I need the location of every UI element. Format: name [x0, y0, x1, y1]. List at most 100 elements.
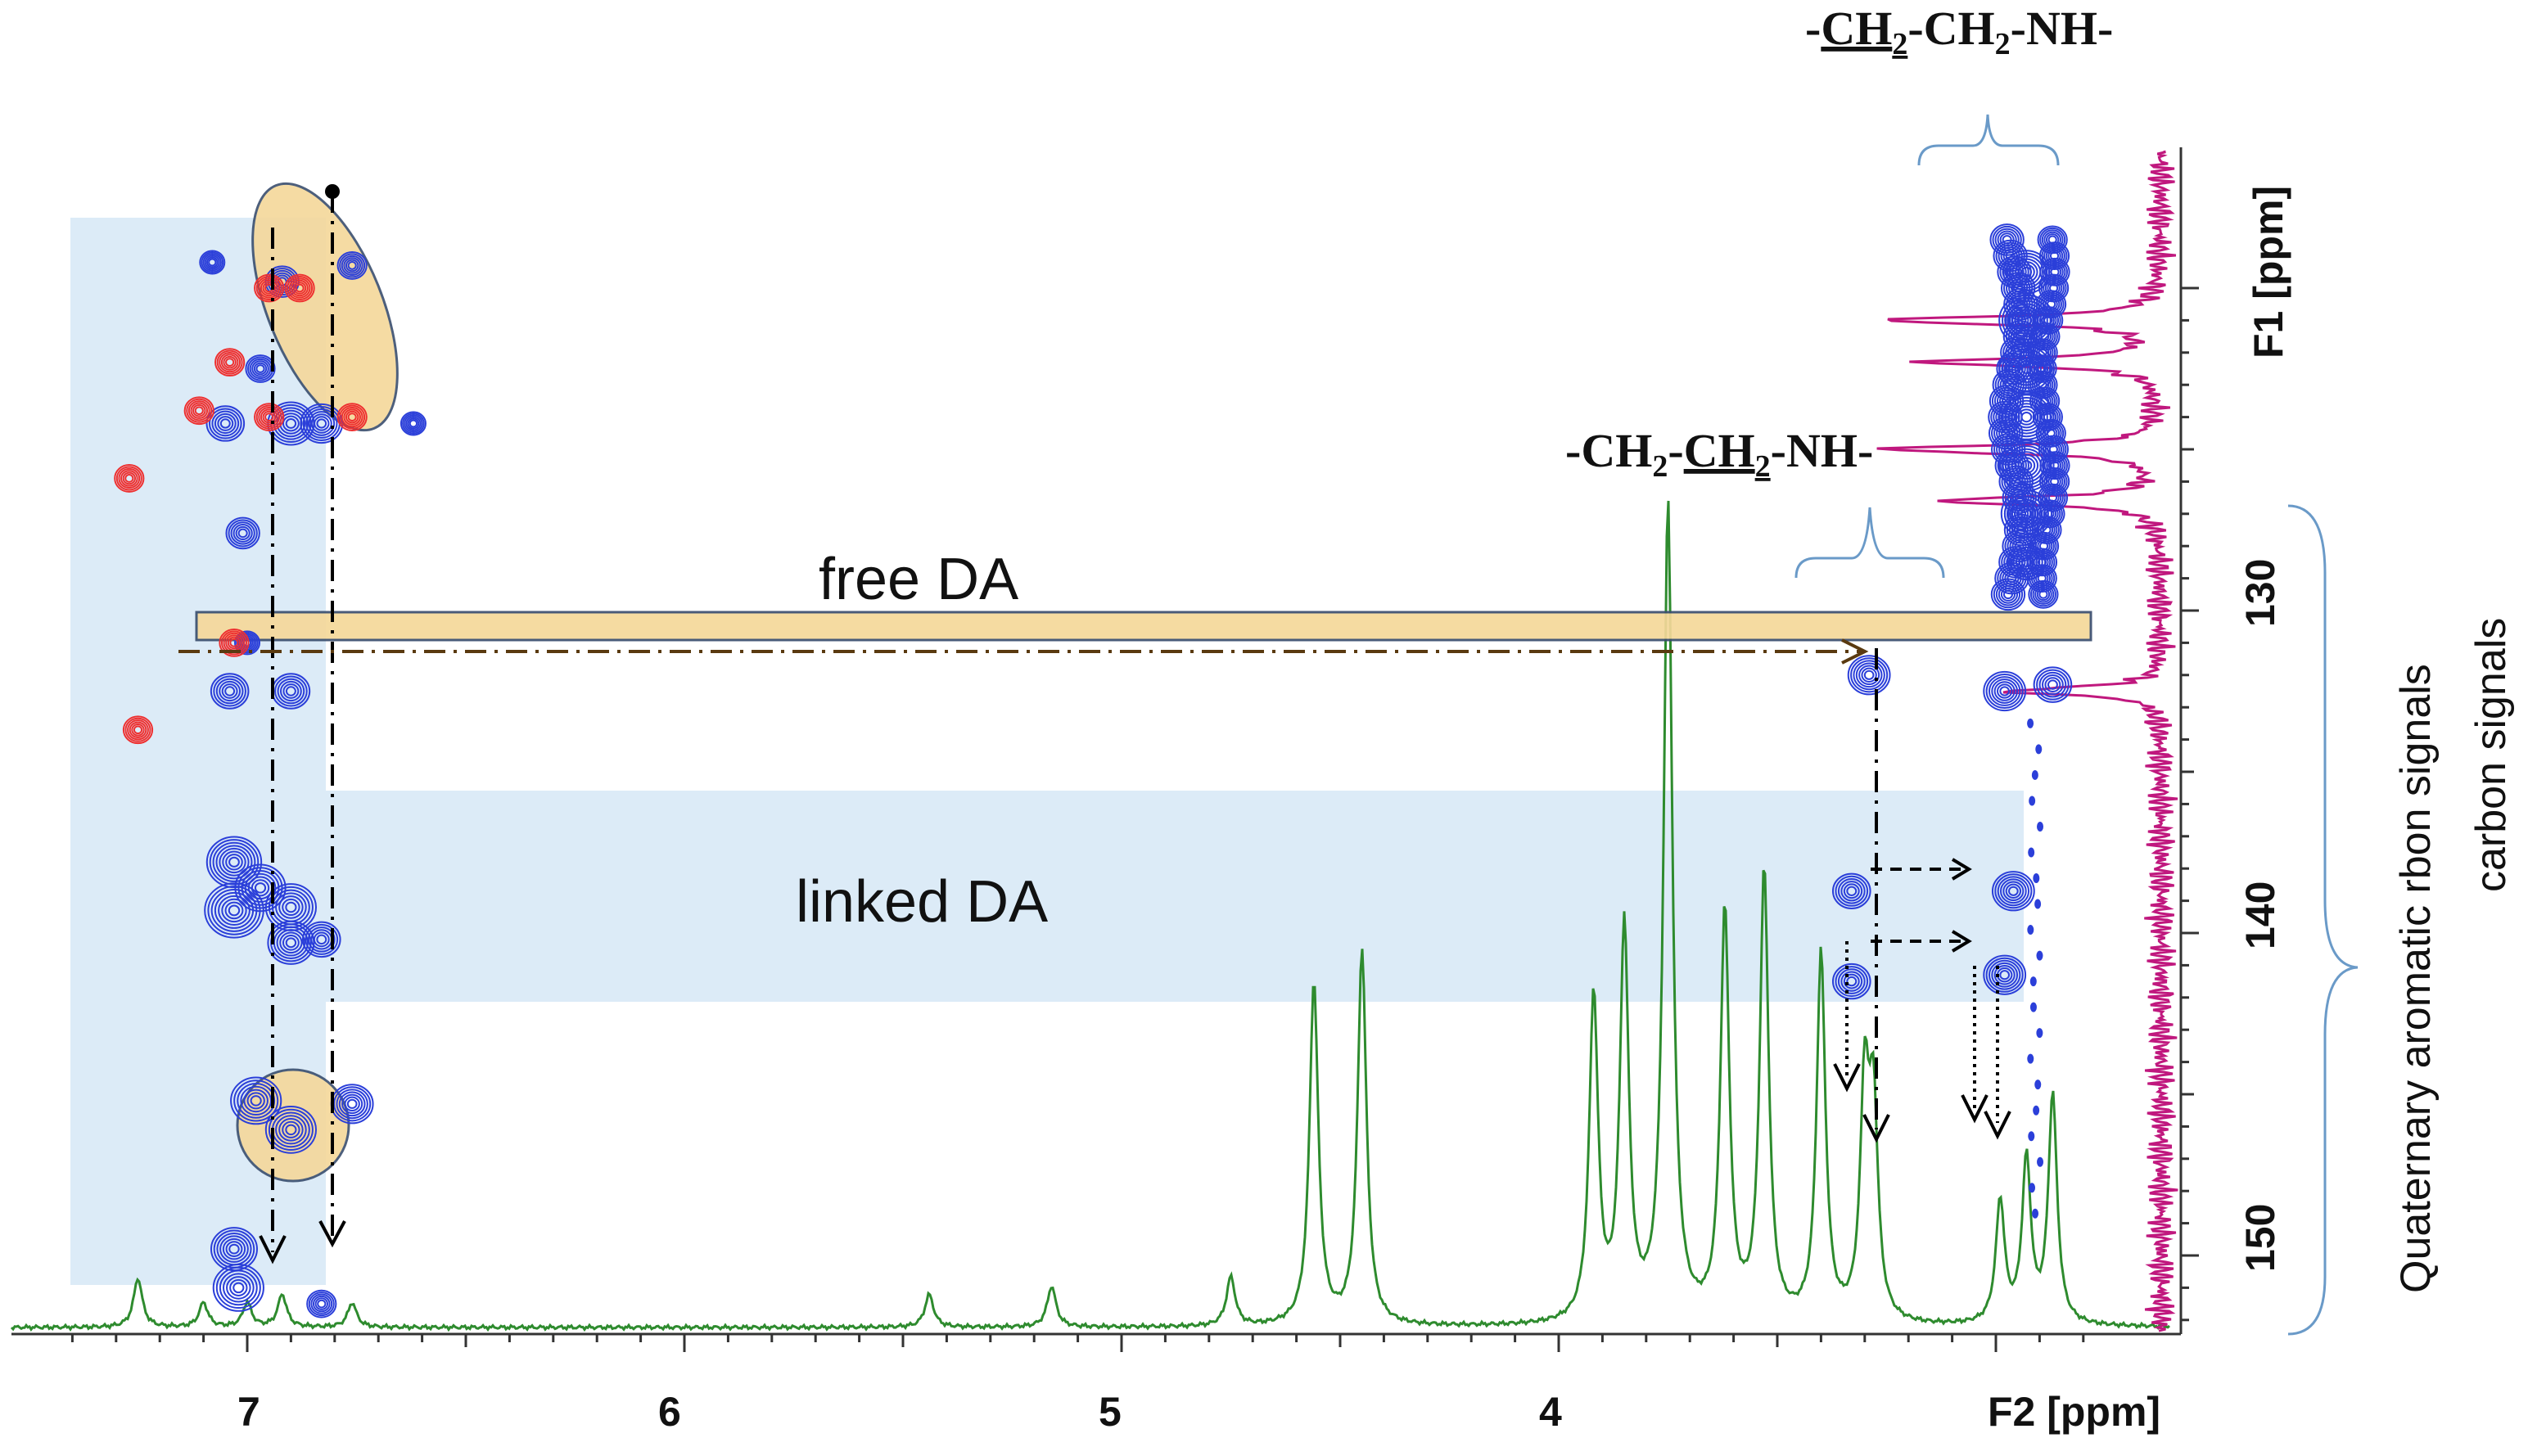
- cross-peak: [307, 926, 336, 953]
- correlation-arrows: [178, 184, 2011, 1264]
- cross-peak: [243, 1089, 269, 1113]
- cross-peak: [2020, 412, 2033, 423]
- negative-peak: [133, 725, 143, 735]
- strip-dot: [2033, 873, 2040, 884]
- strip-contour: [2000, 587, 2016, 602]
- cross-peak: [1846, 886, 1858, 896]
- strip-contour: [1990, 403, 2020, 431]
- cross-peak: [245, 354, 276, 383]
- cross-peak: [209, 839, 260, 886]
- cross-peak: [1861, 667, 1877, 683]
- strip-dot: [2027, 925, 2034, 935]
- strip-contour: [2050, 461, 2060, 471]
- negative-peak: [254, 403, 285, 432]
- cross-peak: [1985, 957, 2024, 993]
- strip-contour: [2035, 556, 2049, 569]
- strip-contour: [2046, 264, 2064, 281]
- ch2b-mid: -: [1668, 424, 1683, 477]
- ch2b-sub: 2: [1652, 449, 1668, 484]
- y-ticks: [2181, 286, 2199, 1322]
- strip-dot: [2027, 1053, 2034, 1064]
- strip-contour: [2048, 444, 2058, 454]
- cross-peak: [2042, 674, 2064, 696]
- cross-peak: [228, 904, 241, 917]
- cross-peak: [1831, 962, 1871, 1000]
- cross-peak: [280, 680, 302, 702]
- strip-contour: [2047, 458, 2062, 472]
- cross-peak: [1991, 678, 2019, 704]
- strip-dot: [2033, 1105, 2040, 1116]
- negative-peak: [264, 412, 274, 422]
- cross-peak: [1983, 670, 2027, 712]
- cross-peak: [2005, 883, 2022, 899]
- cross-peak: [1999, 970, 2011, 980]
- strip-contour: [2043, 261, 2066, 282]
- strip-contour: [2035, 346, 2050, 359]
- strip-contour: [1995, 583, 2021, 606]
- strip-dot: [2035, 744, 2043, 755]
- cross-peak: [1988, 676, 2021, 706]
- strip-contour: [2011, 295, 2031, 314]
- cross-peak: [402, 412, 425, 435]
- cross-peak: [277, 678, 305, 705]
- cross-peak: [1996, 683, 2013, 699]
- cross-peak: [246, 1092, 265, 1110]
- cross-peak: [2002, 881, 2025, 902]
- cross-peak: [219, 680, 242, 702]
- cross-peak: [2036, 669, 2070, 701]
- negative-peak: [295, 283, 305, 293]
- cross-peak: [405, 416, 422, 431]
- cross-peak: [225, 1241, 243, 1257]
- cross-peak: [285, 937, 297, 949]
- x-tick-4: 4: [1539, 1389, 1562, 1435]
- cross-peak: [1993, 964, 2016, 985]
- cross-peak: [232, 524, 253, 543]
- cross-peak: [343, 257, 361, 274]
- cross-peak: [1847, 655, 1891, 696]
- cross-peak: [1843, 883, 1860, 899]
- cross-peak: [336, 1089, 368, 1120]
- cross-peak: [225, 854, 243, 871]
- cross-peak: [2002, 394, 2052, 440]
- strip-contour: [2047, 443, 2061, 456]
- y-tick-130: 130: [2237, 559, 2283, 627]
- cross-peak: [264, 1105, 317, 1154]
- arrow-head-1: [259, 1235, 287, 1264]
- strip-contour: [2033, 553, 2052, 571]
- strip-contour: [2034, 362, 2049, 376]
- negative-peak: [220, 354, 239, 371]
- cross-peak: [1837, 877, 1866, 904]
- cross-peak: [215, 1266, 261, 1309]
- x-axis-title: F2 [ppm]: [1988, 1389, 2160, 1435]
- cross-peak: [222, 1237, 246, 1260]
- y-tick-140: 140: [2237, 881, 2283, 949]
- cross-peak: [219, 1235, 249, 1263]
- strip-contour: [2002, 481, 2037, 514]
- cross-peak: [409, 419, 418, 428]
- cross-peak: [336, 251, 368, 280]
- strip-contour: [2008, 502, 2034, 525]
- strip-contour: [2016, 299, 2026, 309]
- cross-peak: [219, 847, 250, 877]
- cross-peak: [210, 673, 250, 710]
- cross-peak: [253, 362, 268, 376]
- strip-contour: [2041, 243, 2068, 268]
- cross-peak: [219, 418, 231, 429]
- strip-dot: [2029, 1183, 2036, 1193]
- bracket-quaternary: [2287, 504, 2359, 1336]
- cross-peak: [1999, 878, 2027, 904]
- arrow-head-7: [1951, 858, 1972, 881]
- strip-contour: [1999, 394, 2015, 408]
- label-ch2-alpha: -CH2-CH2-NH-: [1805, 2, 2113, 61]
- strip-contour: [2030, 358, 2053, 380]
- cross-peak: [225, 516, 260, 550]
- negative-peak: [255, 276, 282, 300]
- strip-dot: [2032, 1208, 2039, 1219]
- side-label-quaternary: Quaternary aromatic rbon signals: [2392, 664, 2440, 1293]
- ch2a-pre: -: [1805, 2, 1821, 55]
- cross-peak: [1837, 968, 1866, 994]
- strip-contour: [2002, 589, 2013, 600]
- ch2b-sub2: 2: [1755, 449, 1771, 484]
- cross-peak: [278, 895, 304, 919]
- strip-contour: [2043, 246, 2065, 267]
